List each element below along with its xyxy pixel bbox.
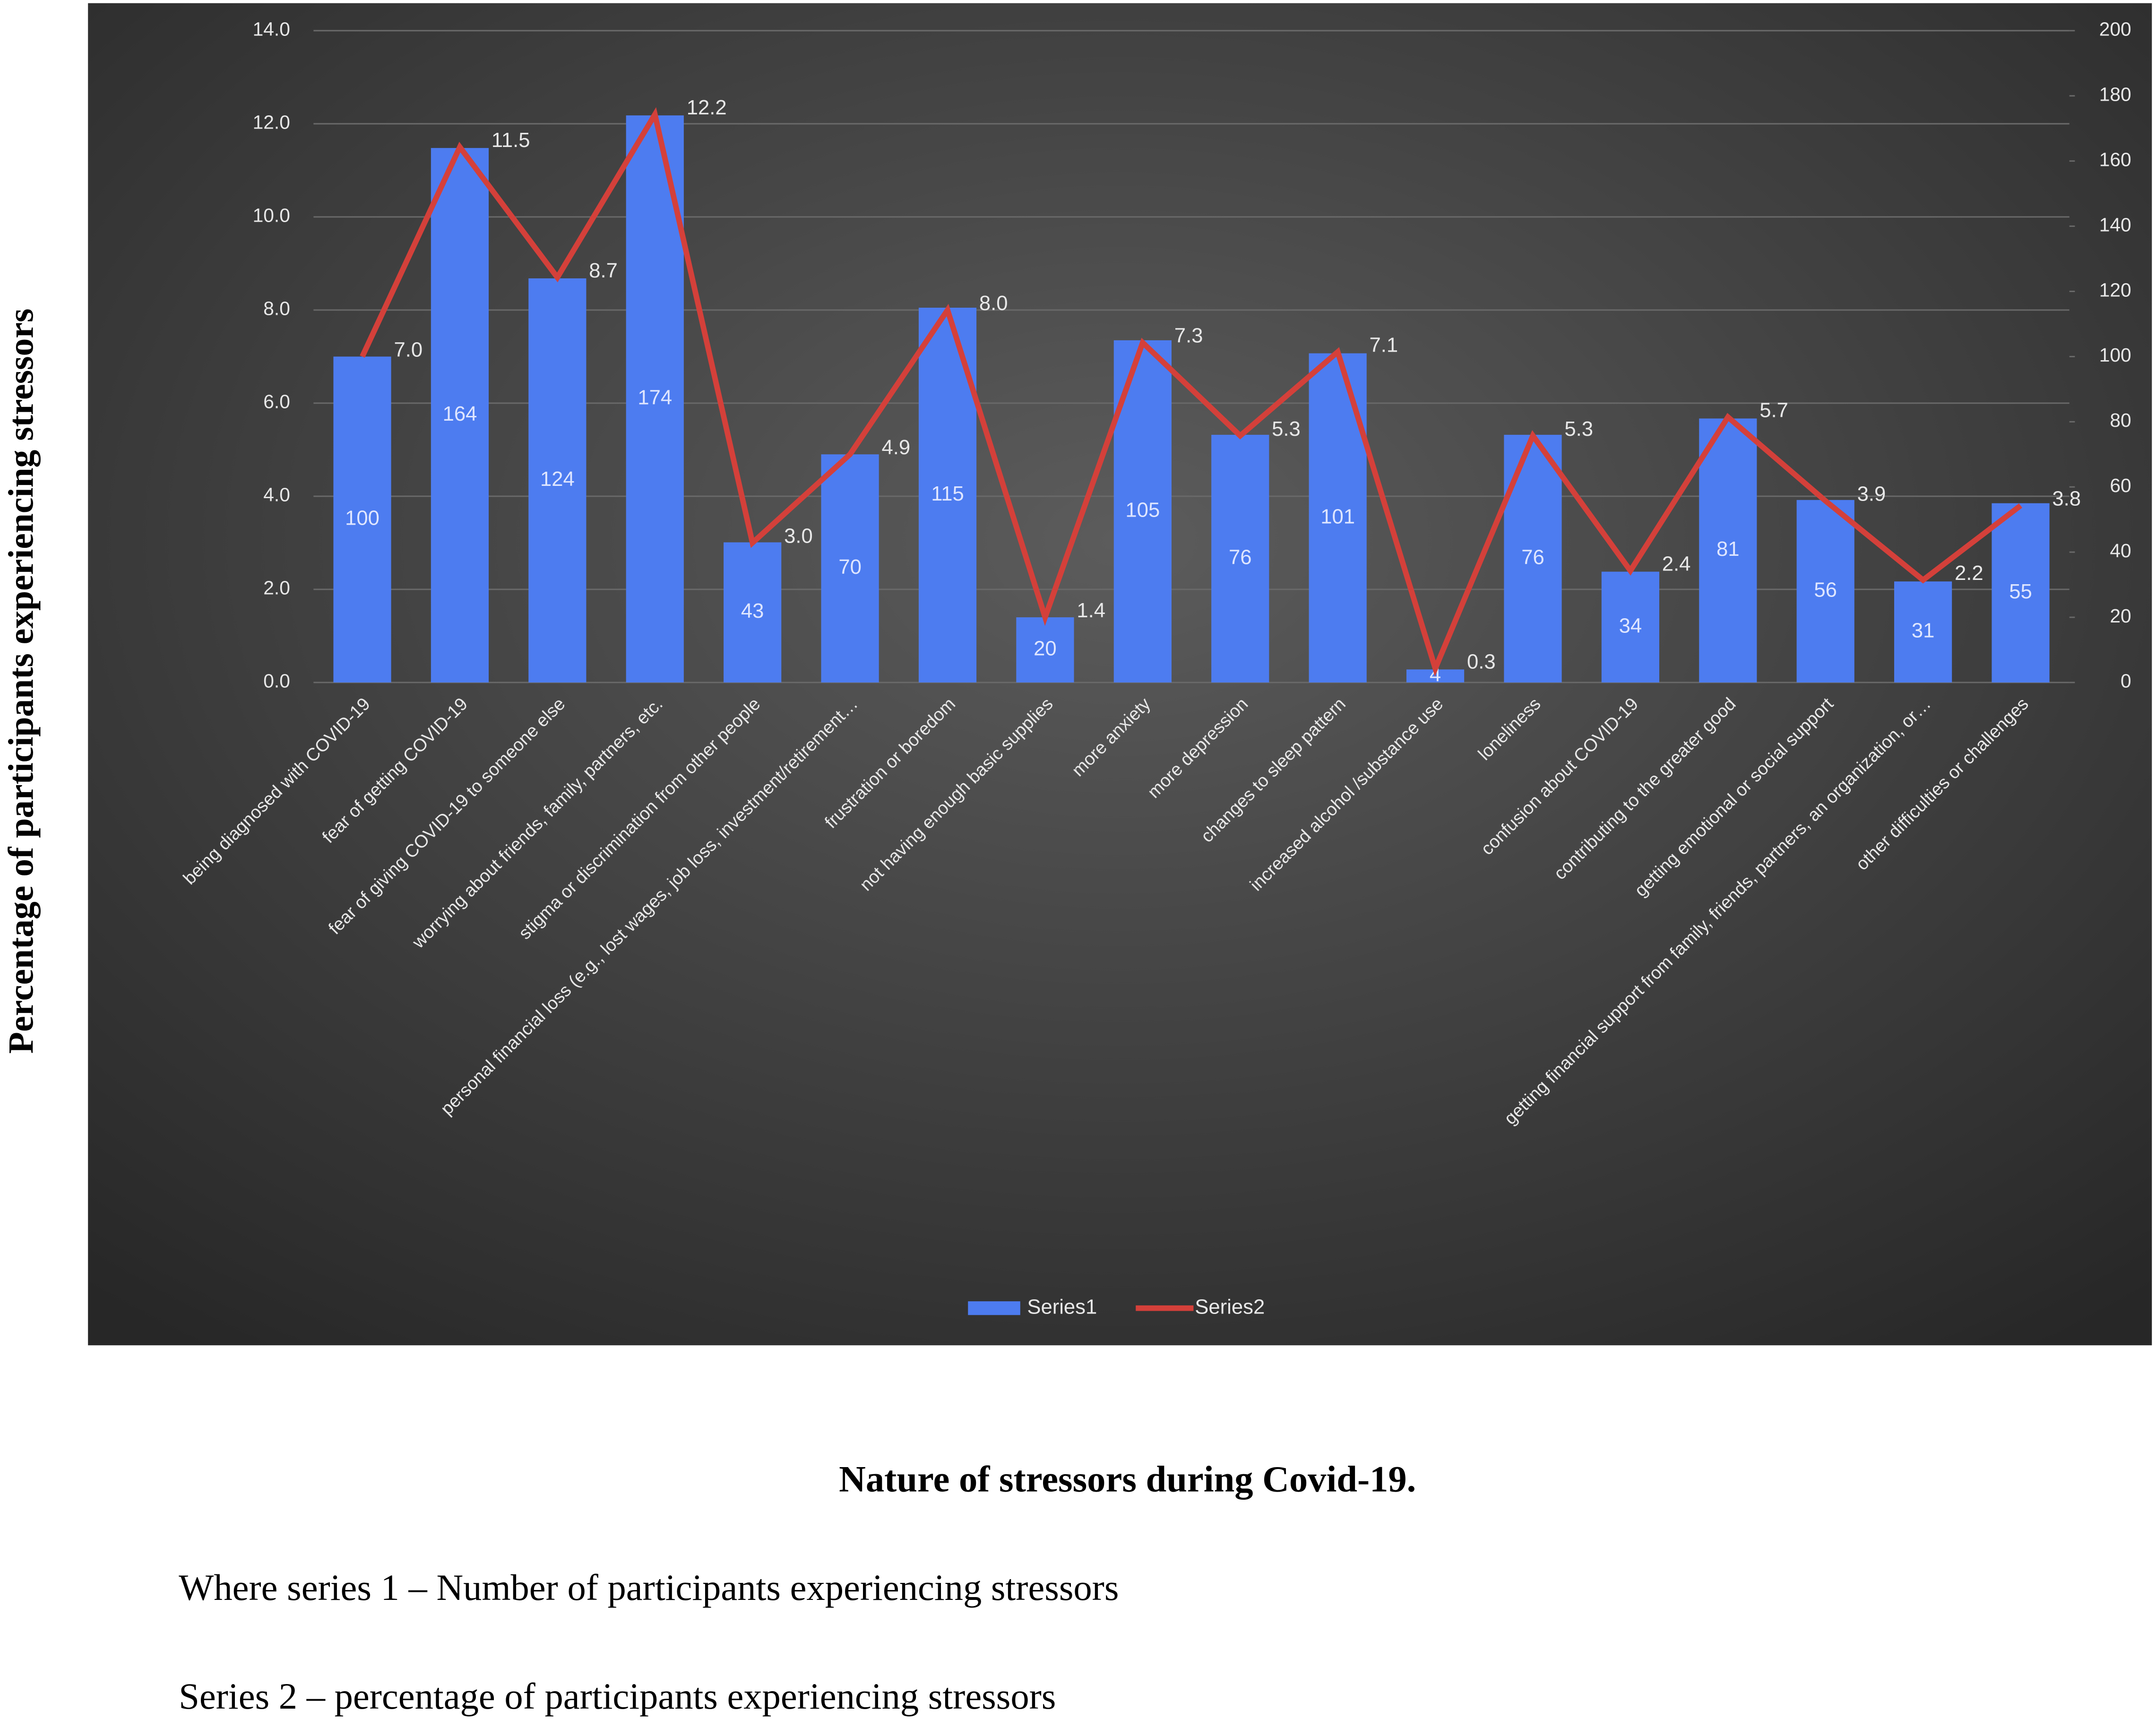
bar-value-label: 20 bbox=[1034, 637, 1057, 660]
bar-value-label: 81 bbox=[1716, 537, 1740, 561]
bar bbox=[333, 356, 391, 683]
y-tick-label: 8.0 bbox=[263, 298, 290, 320]
line-value-label: 3.0 bbox=[784, 524, 813, 547]
caption: Nature of stressors during Covid-19. bbox=[839, 1458, 1416, 1499]
bar bbox=[1699, 418, 1757, 683]
bar-value-label: 105 bbox=[1125, 498, 1160, 521]
note: Where series 1 – Number of participants … bbox=[179, 1567, 1119, 1608]
y-tick-label: 2.0 bbox=[263, 577, 290, 599]
line-value-label: 3.8 bbox=[2052, 487, 2081, 510]
y2-tick-label: 200 bbox=[2099, 18, 2131, 40]
y2-tick-label: 80 bbox=[2110, 409, 2131, 431]
line-value-label: 8.0 bbox=[979, 292, 1008, 315]
y2-tick-label: 120 bbox=[2099, 279, 2131, 301]
note: Series 2 – percentage of participants ex… bbox=[179, 1676, 1056, 1717]
bar-value-label: 34 bbox=[1619, 614, 1642, 637]
bar bbox=[1894, 581, 1952, 683]
bar-value-label: 164 bbox=[443, 402, 477, 425]
line-value-label: 0.3 bbox=[1467, 650, 1496, 673]
y2-tick-label: 60 bbox=[2110, 475, 2131, 496]
bar bbox=[528, 278, 586, 683]
bar bbox=[1992, 503, 2050, 683]
y-tick-label: 14.0 bbox=[253, 18, 290, 40]
line-value-label: 5.3 bbox=[1272, 417, 1301, 441]
y2-tick-label: 100 bbox=[2099, 344, 2131, 366]
y-tick-label: 12.0 bbox=[253, 112, 290, 133]
bar bbox=[1796, 500, 1854, 683]
bar bbox=[1601, 571, 1659, 683]
bar bbox=[1016, 617, 1074, 683]
bar-value-label: 55 bbox=[2009, 580, 2032, 603]
line-value-label: 5.3 bbox=[1564, 417, 1593, 441]
y2-tick-label: 180 bbox=[2099, 84, 2131, 105]
line-value-label: 11.5 bbox=[492, 129, 530, 152]
y2-tick-label: 20 bbox=[2110, 605, 2131, 627]
y2-tick-label: 0 bbox=[2121, 670, 2131, 692]
line-value-label: 8.7 bbox=[589, 259, 618, 282]
bar-value-label: 56 bbox=[1814, 578, 1837, 601]
bar bbox=[821, 454, 879, 683]
y2-tick-label: 140 bbox=[2099, 214, 2131, 235]
line-value-label: 7.0 bbox=[394, 338, 423, 361]
y-tick-label: 0.0 bbox=[263, 670, 290, 692]
line-value-label: 5.7 bbox=[1759, 398, 1788, 422]
y-tick-label: 10.0 bbox=[253, 205, 290, 226]
line bbox=[360, 107, 2023, 677]
bar-value-label: 101 bbox=[1320, 505, 1355, 528]
bar-value-label: 124 bbox=[540, 467, 575, 491]
bar-value-label: 115 bbox=[931, 482, 964, 505]
bar-value-label: 70 bbox=[838, 555, 862, 579]
bar-value-label: 76 bbox=[1229, 545, 1252, 569]
line-value-label: 7.1 bbox=[1370, 333, 1398, 356]
line-value-label: 4.9 bbox=[882, 436, 911, 459]
bar bbox=[431, 148, 489, 683]
legend-label: Series1 bbox=[1027, 1295, 1097, 1318]
line-value-label: 7.3 bbox=[1174, 324, 1203, 347]
bar-value-label: 43 bbox=[741, 599, 764, 622]
line-value-label: 2.2 bbox=[1955, 562, 1984, 585]
y-tick-label: 4.0 bbox=[263, 484, 290, 506]
bar-value-label: 76 bbox=[1521, 545, 1544, 569]
line-value-label: 2.4 bbox=[1662, 552, 1691, 575]
y2-tick-label: 160 bbox=[2099, 148, 2131, 170]
y-axis-label: Percentage of participants experiencing … bbox=[2, 309, 41, 1054]
bar-value-label: 174 bbox=[638, 386, 672, 409]
legend-swatch bbox=[968, 1301, 1020, 1315]
line-value-label: 1.4 bbox=[1077, 599, 1105, 622]
line-value-label: 12.2 bbox=[687, 96, 727, 119]
bar bbox=[724, 542, 782, 683]
line-value-label: 3.9 bbox=[1857, 483, 1886, 506]
bar-value-label: 31 bbox=[1912, 619, 1935, 642]
y2-tick-label: 40 bbox=[2110, 540, 2131, 562]
y-tick-label: 6.0 bbox=[263, 391, 290, 413]
bar-value-label: 100 bbox=[345, 507, 379, 530]
legend-label: Series2 bbox=[1195, 1295, 1265, 1318]
bar bbox=[1211, 434, 1269, 683]
